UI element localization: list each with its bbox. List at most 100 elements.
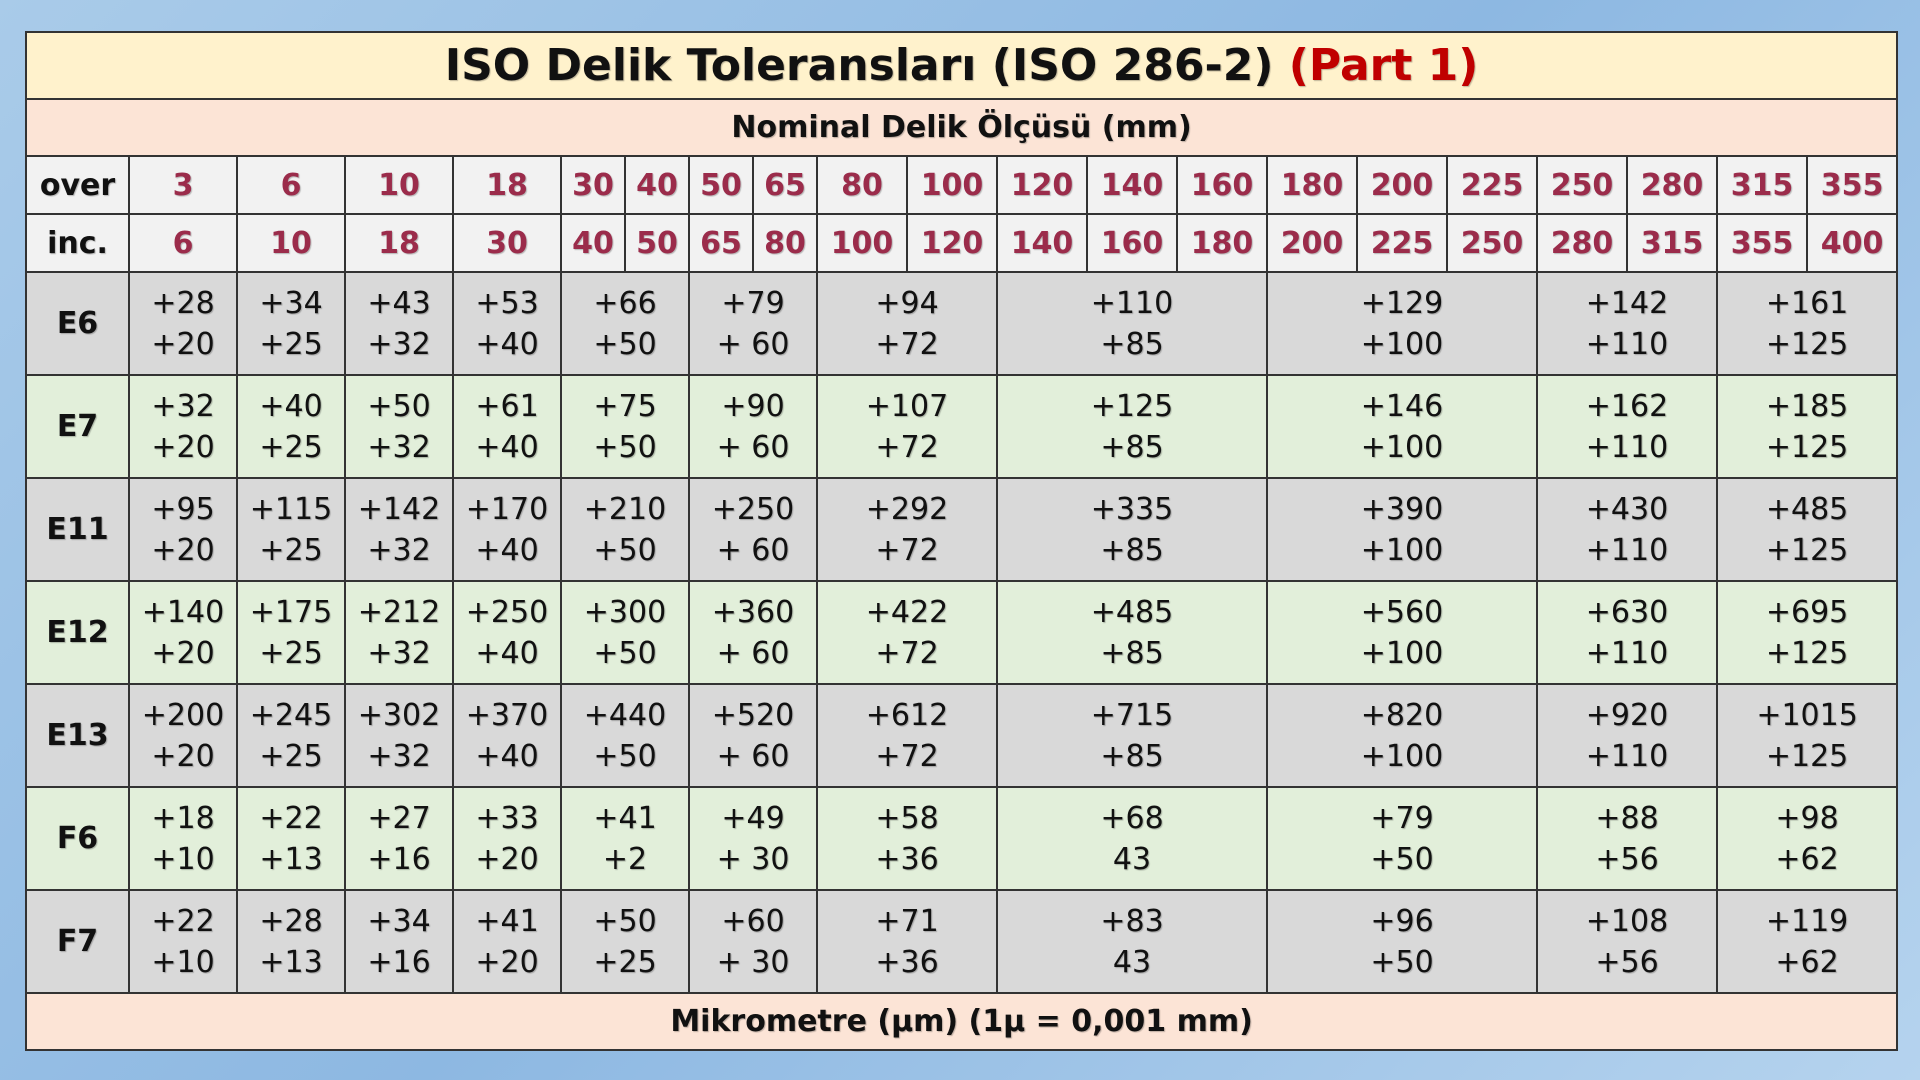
upper-deviation: +360: [711, 594, 795, 630]
lower-deviation: +110: [1585, 738, 1669, 774]
size-cell: 160: [1086, 213, 1178, 273]
upper-deviation: +630: [1585, 594, 1669, 630]
upper-deviation: +1015: [1756, 697, 1858, 733]
lower-deviation: +100: [1360, 635, 1444, 671]
upper-deviation: +170: [465, 491, 549, 527]
upper-deviation: +53: [475, 285, 539, 321]
tolerance-cell: +250 +40: [452, 580, 562, 685]
tolerance-cell: +360 + 60: [688, 580, 818, 685]
lower-deviation: +25: [259, 429, 323, 465]
lower-deviation: +56: [1595, 841, 1659, 877]
lower-deviation: +13: [259, 944, 323, 980]
upper-deviation: +22: [151, 903, 215, 939]
tolerance-cell: +142 +110: [1536, 271, 1718, 376]
tolerance-cell: +28 +20: [128, 271, 238, 376]
lower-deviation: + 60: [716, 635, 790, 671]
tolerance-cell: +58 +36: [816, 786, 998, 891]
size-cell: 225: [1446, 155, 1538, 215]
tolerance-cell: +129 +100: [1266, 271, 1538, 376]
lower-deviation: +56: [1595, 944, 1659, 980]
upper-deviation: +146: [1360, 388, 1444, 424]
row-label: F7: [25, 889, 130, 994]
data-row: F6 +18 +10 +22 +13 +27 +16 +33 +20 +41 +2 +49 + 30 +5…: [25, 786, 1899, 891]
tolerance-cell: +107 +72: [816, 374, 998, 479]
row-label: over: [25, 155, 130, 215]
tolerance-cell: +250 + 60: [688, 477, 818, 582]
upper-deviation: +520: [711, 697, 795, 733]
size-cell: 120: [906, 213, 998, 273]
lower-deviation: 43: [1112, 841, 1152, 877]
data-row: E13 +200 +20 +245 +25 +302 +32 +370 +40 +440 +50 +5…: [25, 683, 1899, 788]
size-cell: 180: [1176, 213, 1268, 273]
tolerance-cell: +98 +62: [1715, 786, 1899, 891]
upper-deviation: +210: [583, 491, 667, 527]
lower-deviation: +62: [1775, 944, 1839, 980]
lower-deviation: + 60: [716, 738, 790, 774]
lower-deviation: +72: [875, 532, 939, 568]
lower-deviation: +16: [367, 841, 431, 877]
upper-deviation: +485: [1765, 491, 1849, 527]
row-label: inc.: [25, 213, 130, 273]
upper-deviation: +161: [1765, 285, 1849, 321]
data-row: E11 +95 +20 +115 +25 +142 +32 +170 +40 +210 +50 +25…: [25, 477, 1899, 582]
size-cell: 6: [236, 155, 346, 215]
size-cell: 355: [1716, 213, 1808, 273]
tolerance-cell: +630 +110: [1536, 580, 1718, 685]
upper-deviation: +27: [367, 800, 431, 836]
lower-deviation: +40: [475, 326, 539, 362]
size-cell: 50: [688, 155, 754, 215]
tolerance-cell: +22 +10: [128, 889, 238, 994]
tolerance-cell: +302 +32: [344, 683, 454, 788]
upper-deviation: +28: [151, 285, 215, 321]
tolerance-cell: +18 +10: [128, 786, 238, 891]
lower-deviation: +32: [367, 738, 431, 774]
data-row: E12 +140 +20 +175 +25 +212 +32 +250 +40 +300 +50 +3…: [25, 580, 1899, 685]
tolerance-cell: +1015 +125: [1715, 683, 1899, 788]
upper-deviation: +140: [141, 594, 225, 630]
upper-deviation: +612: [865, 697, 949, 733]
upper-deviation: +50: [593, 903, 657, 939]
upper-deviation: +560: [1360, 594, 1444, 630]
lower-deviation: +32: [367, 635, 431, 671]
upper-deviation: +22: [259, 800, 323, 836]
tolerance-cell: +49 + 30: [688, 786, 818, 891]
tolerance-cell: +34 +16: [344, 889, 454, 994]
tolerance-cell: +300 +50: [560, 580, 690, 685]
upper-deviation: +715: [1090, 697, 1174, 733]
lower-deviation: +25: [259, 326, 323, 362]
lower-deviation: +32: [367, 326, 431, 362]
upper-deviation: +335: [1090, 491, 1174, 527]
tolerance-cell: +53 +40: [452, 271, 562, 376]
lower-deviation: + 60: [716, 532, 790, 568]
lower-deviation: +10: [151, 841, 215, 877]
upper-deviation: +68: [1100, 800, 1164, 836]
tolerance-cell: +22 +13: [236, 786, 346, 891]
upper-deviation: +110: [1090, 285, 1174, 321]
upper-deviation: +96: [1370, 903, 1434, 939]
lower-deviation: +10: [151, 944, 215, 980]
size-cell: 65: [688, 213, 754, 273]
lower-deviation: +85: [1100, 635, 1164, 671]
size-cell: 80: [752, 213, 818, 273]
lower-deviation: +40: [475, 532, 539, 568]
tolerance-cell: +94 +72: [816, 271, 998, 376]
lower-deviation: +25: [259, 738, 323, 774]
tolerance-cell: +212 +32: [344, 580, 454, 685]
tolerance-cell: +695 +125: [1715, 580, 1899, 685]
tolerance-cell: +28 +13: [236, 889, 346, 994]
row-label: E13: [25, 683, 130, 788]
lower-deviation: +40: [475, 635, 539, 671]
tolerance-cell: +88 +56: [1536, 786, 1718, 891]
tolerance-table: ISO Delik Toleransları (ISO 286-2) (Part…: [24, 31, 1899, 1051]
lower-deviation: +125: [1765, 326, 1849, 362]
upper-deviation: +32: [151, 388, 215, 424]
upper-deviation: +185: [1765, 388, 1849, 424]
row-label: E12: [25, 580, 130, 685]
tolerance-cell: +83 43: [996, 889, 1268, 994]
lower-deviation: +20: [151, 532, 215, 568]
tolerance-cell: +485 +85: [996, 580, 1268, 685]
upper-deviation: +108: [1585, 903, 1669, 939]
upper-deviation: +245: [249, 697, 333, 733]
row-label: E7: [25, 374, 130, 479]
tolerance-cell: +34 +25: [236, 271, 346, 376]
